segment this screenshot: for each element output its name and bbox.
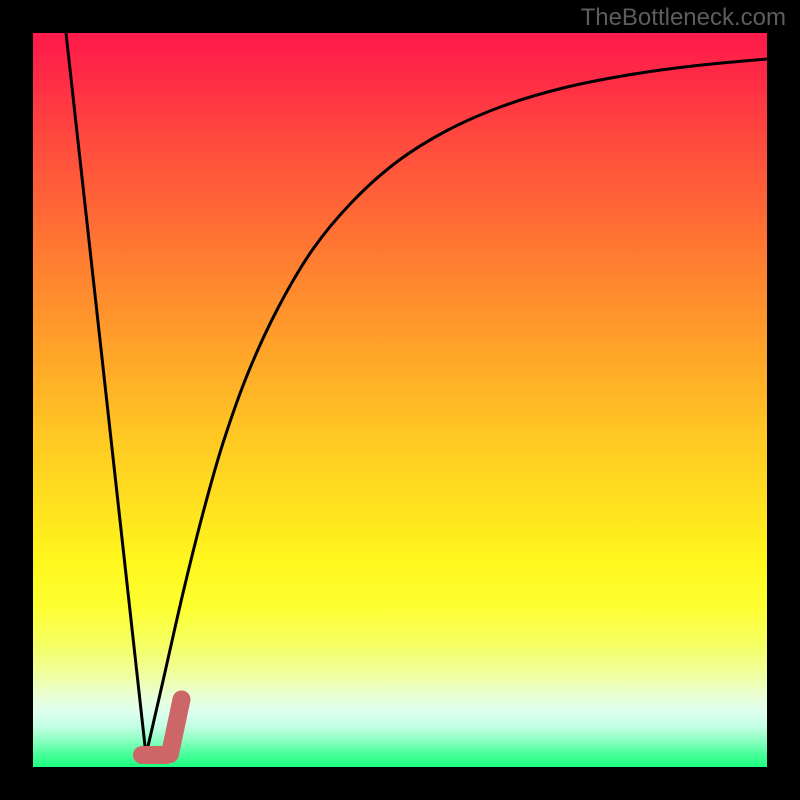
plot-area xyxy=(33,33,767,767)
bottleneck-curve xyxy=(33,33,767,767)
watermark-text: TheBottleneck.com xyxy=(581,4,786,32)
